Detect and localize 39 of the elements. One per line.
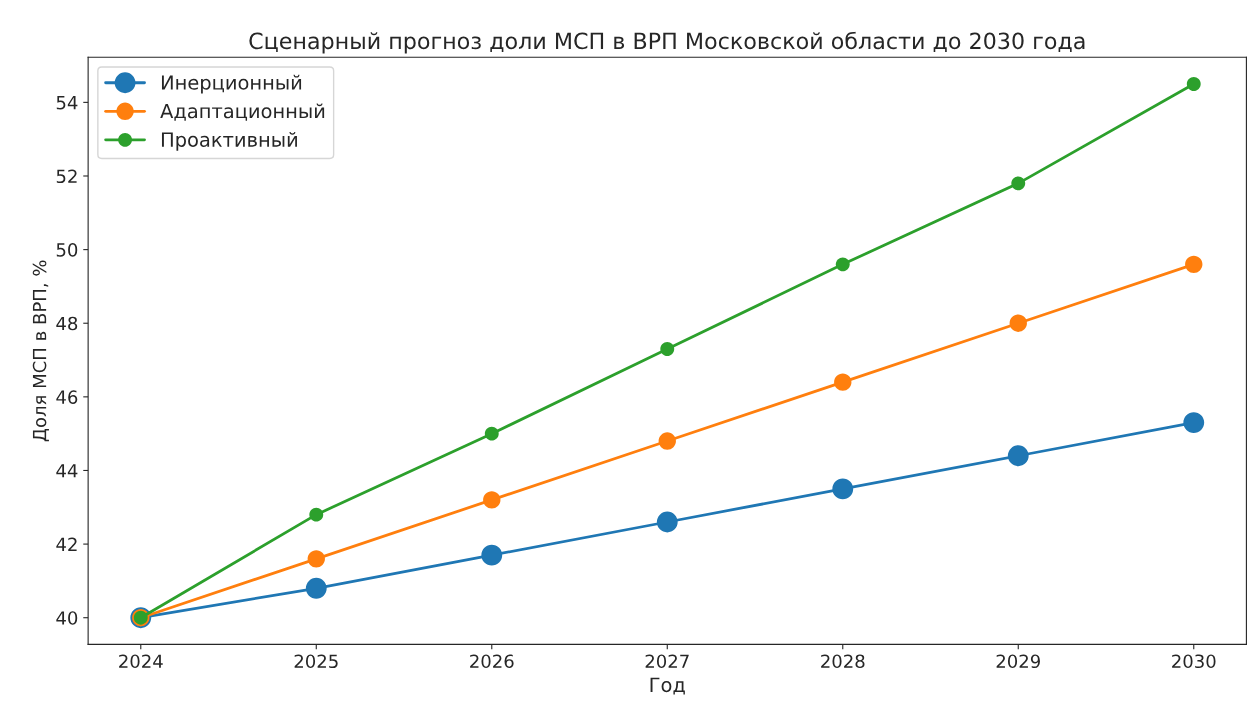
point bbox=[835, 257, 850, 272]
point bbox=[656, 511, 678, 533]
point bbox=[305, 577, 327, 599]
point bbox=[481, 544, 503, 566]
y-tick-label: 50 bbox=[56, 243, 78, 257]
point bbox=[832, 478, 854, 500]
point bbox=[307, 550, 325, 568]
x-tick-label: 2029 bbox=[996, 654, 1040, 669]
point bbox=[1007, 445, 1029, 467]
legend-label: Адаптационный bbox=[160, 103, 325, 121]
legend-label: Проактивный bbox=[161, 131, 297, 151]
legend-label: Инерционный bbox=[161, 74, 302, 94]
x-tick-label: 2030 bbox=[1172, 654, 1216, 669]
point bbox=[1009, 314, 1027, 332]
point bbox=[484, 426, 499, 441]
point bbox=[834, 373, 852, 391]
y-tick-label: 42 bbox=[56, 537, 77, 551]
y-tick-label: 40 bbox=[56, 611, 78, 625]
point bbox=[1186, 77, 1201, 91]
point bbox=[1185, 255, 1203, 274]
x-tick-label: 2024 bbox=[119, 654, 163, 669]
chart-title: Сценарный прогноз доли МСП в ВРП Московской области до 2030 года bbox=[249, 31, 1085, 54]
y-axis-title: Доля МСП в ВРП, % bbox=[32, 260, 49, 442]
x-tick-label: 2026 bbox=[470, 654, 514, 669]
y-tick-label: 48 bbox=[56, 316, 78, 331]
y-tick-label: 46 bbox=[56, 390, 78, 404]
x-axis-title: Год bbox=[650, 677, 685, 695]
point bbox=[1183, 412, 1205, 434]
point bbox=[658, 432, 676, 450]
point bbox=[1011, 176, 1026, 191]
point bbox=[483, 491, 501, 509]
y-tick-label: 54 bbox=[56, 96, 78, 110]
x-tick-label: 2027 bbox=[645, 654, 689, 669]
point bbox=[309, 507, 324, 522]
y-tick-label: 52 bbox=[56, 169, 77, 184]
point bbox=[660, 342, 675, 356]
x-tick-label: 2028 bbox=[821, 654, 865, 669]
y-tick-label: 44 bbox=[56, 464, 78, 478]
x-tick-label: 2025 bbox=[294, 654, 338, 669]
